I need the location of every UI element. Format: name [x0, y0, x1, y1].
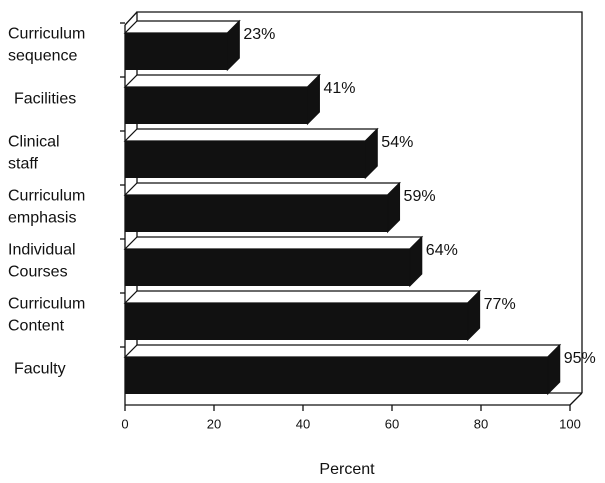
value-label: 64%	[426, 242, 458, 259]
bar-top	[123, 20, 241, 34]
value-label: 41%	[323, 80, 355, 97]
bar-top	[123, 128, 379, 142]
bar-top	[123, 344, 562, 358]
value-label: 77%	[484, 296, 516, 313]
bar	[125, 33, 228, 70]
bar	[125, 141, 366, 178]
value-label: 59%	[404, 188, 436, 205]
x-tick-label: 0	[121, 416, 128, 431]
y-tick-label: Curriculum	[8, 188, 85, 205]
y-tick-label: Content	[8, 318, 65, 335]
bar	[125, 357, 548, 394]
y-tick-label: staff	[8, 156, 39, 173]
bar-top	[123, 74, 321, 88]
x-axis-label: Percent	[319, 461, 375, 478]
y-tick-label: emphasis	[8, 210, 76, 227]
y-tick-label: Faculty	[14, 361, 66, 378]
bar	[125, 87, 308, 124]
floor-edge	[569, 392, 583, 406]
bar-top	[123, 182, 401, 196]
x-tick-label: 80	[474, 416, 488, 431]
value-label: 23%	[243, 26, 275, 43]
bar	[125, 249, 410, 286]
y-tick-label: Facilities	[14, 91, 76, 108]
x-tick-label: 40	[296, 416, 310, 431]
bar-top	[123, 236, 424, 250]
bar	[125, 195, 388, 232]
y-tick-label: Courses	[8, 264, 68, 281]
y-tick-label: Curriculum	[8, 26, 85, 43]
bar	[125, 303, 468, 340]
y-tick-label: Individual	[8, 242, 76, 259]
value-label: 54%	[381, 134, 413, 151]
y-tick-label: Clinical	[8, 134, 60, 151]
y-tick-label: Curriculum	[8, 296, 85, 313]
value-label: 95%	[564, 350, 596, 367]
y-tick-label: sequence	[8, 48, 77, 65]
x-tick-label: 60	[385, 416, 399, 431]
x-tick-label: 100	[559, 416, 581, 431]
corner-edge	[124, 11, 138, 26]
bar-top	[123, 290, 482, 304]
x-tick-label: 20	[207, 416, 221, 431]
